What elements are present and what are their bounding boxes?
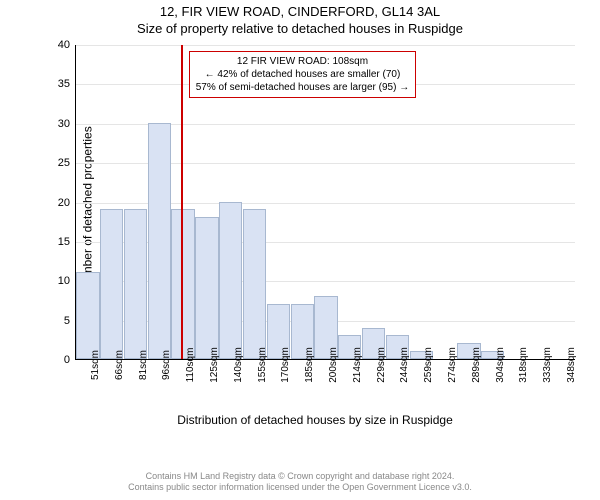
chart-title: 12, FIR VIEW ROAD, CINDERFORD, GL14 3AL [0,4,600,19]
annotation-line: 12 FIR VIEW ROAD: 108sqm [196,55,409,68]
x-axis-label: Distribution of detached houses by size … [55,413,575,427]
x-tick-label: 274sqm [447,347,458,383]
histogram-bar [148,123,171,359]
footer-attribution: Contains HM Land Registry data © Crown c… [0,471,600,494]
x-tick-label: 185sqm [304,347,315,383]
x-tick-label: 155sqm [257,347,268,383]
x-tick-label: 318sqm [518,347,529,383]
x-tick-label: 140sqm [233,347,244,383]
y-tick-label: 30 [45,118,70,130]
x-tick-label: 96sqm [161,350,172,380]
y-tick-label: 20 [45,197,70,209]
gridline [76,45,575,46]
histogram-bar [100,209,123,359]
annotation-line: ← 42% of detached houses are smaller (70… [196,68,409,81]
histogram-bar [195,217,218,359]
x-tick-label: 348sqm [566,347,577,383]
x-tick-label: 259sqm [423,347,434,383]
annotation-line: 57% of semi-detached houses are larger (… [196,81,409,94]
x-tick-label: 244sqm [399,347,410,383]
subject-marker-line [181,45,183,359]
x-tick-label: 304sqm [495,347,506,383]
y-tick-label: 15 [45,236,70,248]
y-tick-label: 35 [45,78,70,90]
y-tick-label: 5 [45,315,70,327]
histogram-bar [243,209,266,359]
x-tick-label: 66sqm [114,350,125,380]
footer-line-1: Contains HM Land Registry data © Crown c… [0,471,600,483]
x-tick-label: 125sqm [209,347,220,383]
histogram-bar [124,209,147,359]
annotation-box: 12 FIR VIEW ROAD: 108sqm← 42% of detache… [189,51,416,98]
title-block: 12, FIR VIEW ROAD, CINDERFORD, GL14 3AL … [0,0,600,36]
histogram-bar [76,272,99,359]
x-tick-label: 51sqm [90,350,101,380]
y-tick-label: 40 [45,39,70,51]
plot-region: 12 FIR VIEW ROAD: 108sqm← 42% of detache… [75,45,575,360]
histogram-bar [219,202,242,360]
histogram-bar [171,209,194,359]
x-tick-label: 214sqm [352,347,363,383]
chart-subtitle: Size of property relative to detached ho… [0,21,600,36]
x-tick-label: 170sqm [280,347,291,383]
y-tick-label: 25 [45,157,70,169]
y-tick-label: 0 [45,354,70,366]
x-tick-label: 333sqm [542,347,553,383]
x-tick-label: 229sqm [376,347,387,383]
footer-line-2: Contains public sector information licen… [0,482,600,494]
chart-area: Number of detached properties 12 FIR VIE… [55,45,575,400]
y-tick-label: 10 [45,275,70,287]
x-tick-label: 200sqm [328,347,339,383]
x-tick-label: 110sqm [185,348,196,383]
x-tick-label: 81sqm [138,350,149,380]
x-tick-label: 289sqm [471,347,482,383]
